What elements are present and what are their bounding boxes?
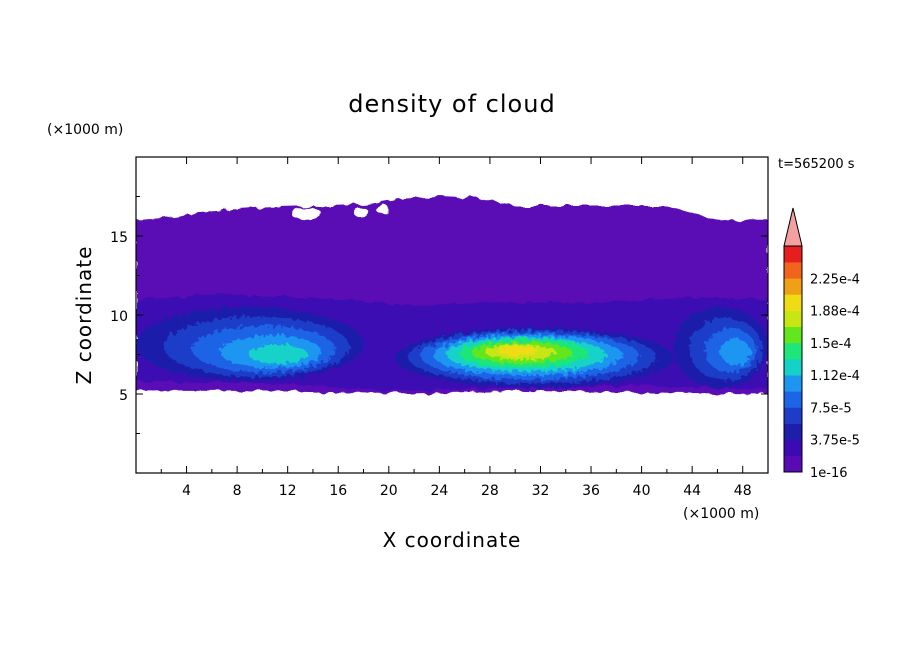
chart-title: density of cloud [348, 90, 555, 118]
x-tick-label: 24 [430, 483, 448, 499]
x-axis-label: X coordinate [383, 528, 522, 552]
x-tick-label: 28 [481, 483, 499, 499]
x-tick-label: 36 [582, 483, 600, 499]
left-cloud [136, 307, 364, 382]
colorbar-swatch [784, 455, 802, 473]
colorbar-extend-arrow [783, 207, 803, 247]
y-tick-label: 5 [119, 388, 128, 404]
x-tick-label: 44 [683, 483, 701, 499]
colorbar-label: 1.5e-4 [810, 337, 852, 352]
x-tick-label: 8 [233, 483, 242, 499]
colorbar-label: 1.88e-4 [810, 305, 860, 320]
colorbar-swatch [784, 326, 802, 344]
colorbar-swatch [784, 246, 802, 263]
envelope-gap [291, 207, 322, 221]
x-tick-label: 32 [532, 483, 550, 499]
envelope-gap [376, 204, 389, 214]
colorbar-swatch [784, 310, 802, 328]
x-tick-label: 40 [633, 483, 651, 499]
x-tick-label: 12 [279, 483, 297, 499]
colorbar-label: 2.25e-4 [810, 272, 860, 287]
contour-level [248, 344, 308, 364]
envelope-gap [353, 207, 369, 218]
y-tick-label: 10 [110, 309, 128, 325]
colorbar: 1e-16 3.75e-5 7.5e-5 1.12e-4 1.5e-4 1.88e-4 2.… [783, 207, 860, 481]
contour-level [497, 346, 539, 356]
contour-level [720, 339, 751, 366]
central-cloud [395, 327, 674, 388]
colorbar-swatch [784, 391, 802, 408]
colorbar-swatch [784, 294, 802, 311]
colorbar-swatch [784, 262, 802, 279]
y-axis-label: Z coordinate [72, 246, 96, 385]
x-tick-label: 20 [380, 483, 398, 499]
colorbar-label: 1e-16 [810, 466, 848, 481]
colorbar-swatch [784, 439, 802, 457]
colorbar-swatch [784, 375, 802, 392]
colorbar-swatch [784, 423, 802, 441]
y-unit-label: (×1000 m) [47, 122, 123, 138]
y-tick-label: 15 [110, 230, 128, 246]
colorbar-swatch [784, 407, 802, 424]
density-field [136, 196, 768, 394]
colorbar-label: 1.12e-4 [810, 369, 860, 384]
x-tick-label: 16 [329, 483, 347, 499]
x-unit-label: (×1000 m) [683, 506, 759, 522]
x-axis: 4 8 12 16 20 24 28 32 36 40 44 48 [160, 157, 752, 499]
y-axis: 5 10 15 [110, 196, 768, 434]
right-cloud [673, 307, 768, 388]
colorbar-swatch [784, 342, 802, 360]
time-label: t=565200 s [778, 157, 855, 172]
colorbar-label: 3.75e-5 [810, 434, 860, 449]
x-tick-label: 48 [734, 483, 752, 499]
colorbar-frame [783, 245, 803, 473]
colorbar-swatch [784, 359, 802, 376]
x-tick-label: 4 [182, 483, 191, 499]
colorbar-label: 7.5e-5 [810, 401, 852, 416]
colorbar-swatch [784, 278, 802, 295]
